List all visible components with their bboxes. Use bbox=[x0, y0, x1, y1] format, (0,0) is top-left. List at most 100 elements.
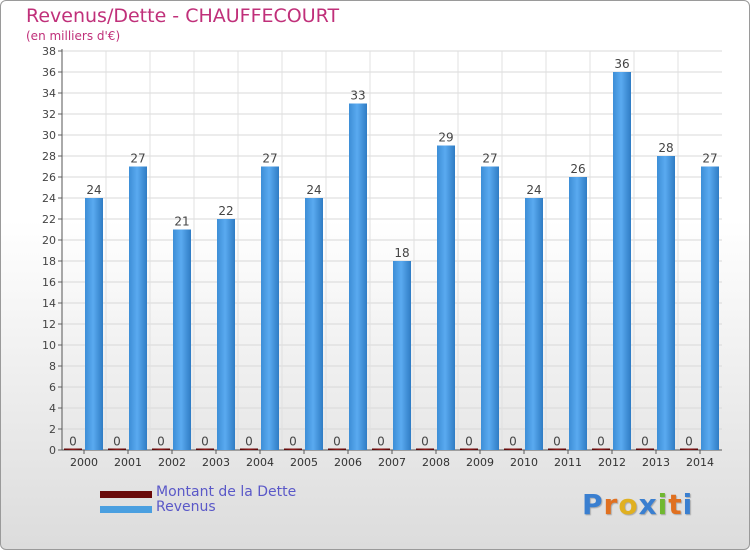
data-label-revenus-2008: 29 bbox=[438, 131, 453, 145]
bar-dette-2010 bbox=[504, 448, 522, 450]
data-label-revenus-2004: 27 bbox=[262, 152, 277, 166]
data-label-dette-2008: 0 bbox=[421, 435, 429, 449]
y-tick-label-14: 14 bbox=[42, 297, 56, 310]
data-label-revenus-2012: 36 bbox=[614, 57, 629, 71]
data-label-revenus-2003: 22 bbox=[218, 204, 233, 218]
x-tick-label-2003: 2003 bbox=[202, 456, 230, 469]
y-tick-label-30: 30 bbox=[42, 129, 56, 142]
y-tick-label-0: 0 bbox=[49, 444, 56, 457]
x-tick-label-2007: 2007 bbox=[378, 456, 406, 469]
data-label-dette-2005: 0 bbox=[289, 435, 297, 449]
bar-dette-2009 bbox=[460, 448, 478, 450]
bar-revenus-2014 bbox=[701, 166, 719, 450]
bar-revenus-2002 bbox=[173, 229, 191, 450]
bar-dette-2000 bbox=[64, 448, 82, 450]
data-label-dette-2009: 0 bbox=[465, 435, 473, 449]
bars bbox=[64, 72, 719, 450]
y-tick-label-2: 2 bbox=[49, 423, 56, 436]
grid-lines bbox=[62, 50, 722, 450]
legend-swatch-dette bbox=[100, 491, 152, 498]
bar-dette-2013 bbox=[636, 448, 654, 450]
y-tick-label-16: 16 bbox=[42, 276, 56, 289]
bar-dette-2002 bbox=[152, 448, 170, 450]
data-label-dette-2012: 0 bbox=[597, 435, 605, 449]
bar-revenus-2009 bbox=[481, 166, 499, 450]
data-label-dette-2003: 0 bbox=[201, 435, 209, 449]
x-tick-label-2012: 2012 bbox=[598, 456, 626, 469]
logo-letter: x bbox=[638, 488, 658, 521]
x-tick-label-2009: 2009 bbox=[466, 456, 494, 469]
bar-dette-2006 bbox=[328, 448, 346, 450]
data-label-revenus-2009: 27 bbox=[482, 152, 497, 166]
logo-letter: i bbox=[657, 488, 669, 521]
bar-revenus-2003 bbox=[217, 219, 235, 450]
x-tick-label-2002: 2002 bbox=[158, 456, 186, 469]
y-tick-label-8: 8 bbox=[49, 360, 56, 373]
bar-dette-2001 bbox=[108, 448, 126, 450]
y-tick-label-22: 22 bbox=[42, 213, 56, 226]
chart-subtitle: (en milliers d'€) bbox=[26, 29, 121, 43]
data-label-revenus-2005: 24 bbox=[306, 183, 321, 197]
x-tick-label-2008: 2008 bbox=[422, 456, 450, 469]
logo-letter: i bbox=[682, 488, 694, 521]
bar-dette-2012 bbox=[592, 448, 610, 450]
x-tick-label-2000: 2000 bbox=[70, 456, 98, 469]
logo-letter: o bbox=[618, 488, 639, 521]
legend-label-revenus: Revenus bbox=[156, 499, 216, 515]
data-label-revenus-2007: 18 bbox=[394, 246, 409, 260]
data-label-revenus-2013: 28 bbox=[658, 141, 673, 155]
bar-revenus-2005 bbox=[305, 198, 323, 450]
x-tick-label-2006: 2006 bbox=[334, 456, 362, 469]
bar-revenus-2006 bbox=[349, 103, 367, 450]
data-label-dette-2010: 0 bbox=[509, 435, 517, 449]
bar-dette-2011 bbox=[548, 448, 566, 450]
bar-revenus-2013 bbox=[657, 156, 675, 450]
legend-swatch-revenus bbox=[100, 506, 152, 513]
data-label-dette-2001: 0 bbox=[113, 435, 121, 449]
bar-revenus-2007 bbox=[393, 261, 411, 450]
bar-revenus-2008 bbox=[437, 145, 455, 450]
data-label-dette-2014: 0 bbox=[685, 435, 693, 449]
y-tick-label-20: 20 bbox=[42, 234, 56, 247]
bar-revenus-2001 bbox=[129, 166, 147, 450]
x-tick-label-2014: 2014 bbox=[686, 456, 714, 469]
bar-revenus-2010 bbox=[525, 198, 543, 450]
logo-letter: P bbox=[582, 488, 604, 521]
bar-revenus-2011 bbox=[569, 177, 587, 450]
bar-dette-2005 bbox=[284, 448, 302, 450]
data-label-dette-2000: 0 bbox=[69, 435, 77, 449]
bar-revenus-2000 bbox=[85, 198, 103, 450]
data-label-revenus-2001: 27 bbox=[130, 152, 145, 166]
bar-dette-2004 bbox=[240, 448, 258, 450]
legend-label-dette: Montant de la Dette bbox=[156, 484, 297, 500]
y-tick-label-18: 18 bbox=[42, 255, 56, 268]
bar-dette-2007 bbox=[372, 448, 390, 450]
x-tick-label-2001: 2001 bbox=[114, 456, 142, 469]
chart-title: Revenus/Dette - CHAUFFECOURT bbox=[26, 5, 340, 27]
x-tick-label-2010: 2010 bbox=[510, 456, 538, 469]
data-label-revenus-2006: 33 bbox=[350, 89, 365, 103]
data-label-revenus-2011: 26 bbox=[570, 162, 585, 176]
y-tick-label-10: 10 bbox=[42, 339, 56, 352]
bar-revenus-2012 bbox=[613, 72, 631, 450]
x-tick-label-2013: 2013 bbox=[642, 456, 670, 469]
y-tick-label-28: 28 bbox=[42, 150, 56, 163]
data-label-dette-2004: 0 bbox=[245, 435, 253, 449]
x-tick-label-2005: 2005 bbox=[290, 456, 318, 469]
proxiti-logo: Proxiti bbox=[582, 488, 693, 521]
x-tick-label-2011: 2011 bbox=[554, 456, 582, 469]
data-label-dette-2011: 0 bbox=[553, 435, 561, 449]
bar-dette-2003 bbox=[196, 448, 214, 450]
y-tick-label-6: 6 bbox=[49, 381, 56, 394]
data-label-dette-2002: 0 bbox=[157, 435, 165, 449]
data-label-revenus-2000: 24 bbox=[86, 183, 101, 197]
y-tick-label-34: 34 bbox=[42, 87, 56, 100]
y-tick-label-24: 24 bbox=[42, 192, 56, 205]
logo-letter: t bbox=[668, 488, 683, 521]
data-labels: 0 24 0 27 0 21 0 22 0 27 0 24 0 33 0 18 0 29 0 27 0 24 0 26 0 36 0… bbox=[69, 57, 717, 449]
bar-revenus-2004 bbox=[261, 166, 279, 450]
data-label-revenus-2002: 21 bbox=[174, 215, 189, 229]
y-tick-label-38: 38 bbox=[42, 45, 56, 58]
